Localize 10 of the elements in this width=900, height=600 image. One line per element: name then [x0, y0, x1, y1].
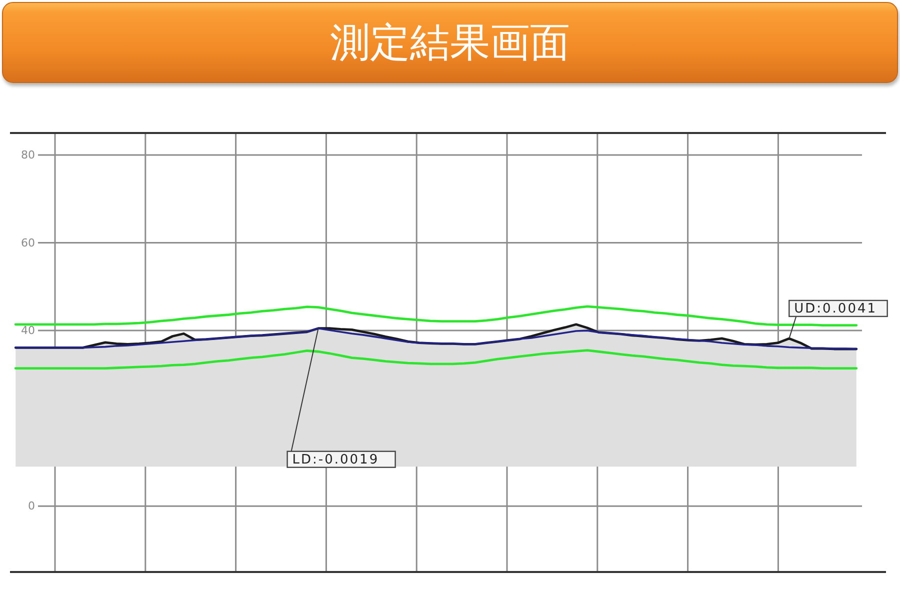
y-tick-label: 60	[21, 236, 35, 250]
y-tick-label: 0	[28, 500, 35, 513]
line-series	[14, 327, 858, 350]
line-series	[14, 323, 858, 350]
annotation: LD:-0.0019	[292, 452, 380, 468]
line-series	[14, 349, 858, 370]
annotation: UD:0.0041	[794, 301, 878, 316]
y-tick-label: 80	[21, 148, 35, 162]
chart-title: 測定結果画面	[330, 20, 570, 66]
y-tick-label: 40	[21, 324, 35, 338]
